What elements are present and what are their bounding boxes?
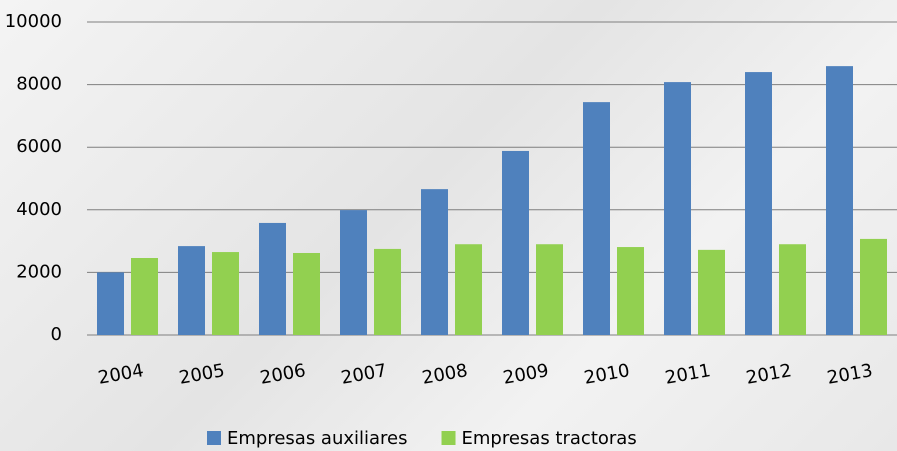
bar xyxy=(860,238,887,335)
x-tick-label: 2004 xyxy=(97,360,146,389)
bar xyxy=(745,72,772,335)
legend-swatch xyxy=(441,431,456,445)
bar xyxy=(259,222,286,335)
x-tick-label: 2011 xyxy=(664,360,713,389)
x-tick-label: 2013 xyxy=(826,360,875,389)
bar xyxy=(293,252,320,335)
bar xyxy=(779,244,806,335)
y-tick-label: 8000 xyxy=(16,74,62,95)
legend-label: Empresas tractoras xyxy=(462,428,637,449)
bar xyxy=(698,249,725,335)
bar xyxy=(536,244,563,335)
bar xyxy=(664,82,691,335)
bar xyxy=(617,247,644,335)
y-tick-label: 2000 xyxy=(16,261,62,282)
bar xyxy=(826,66,853,336)
x-tick-label: 2010 xyxy=(583,360,632,389)
x-tick-label: 2006 xyxy=(259,360,308,389)
y-tick-label: 4000 xyxy=(16,199,62,220)
x-tick-label: 2007 xyxy=(340,360,389,389)
x-tick-label: 2012 xyxy=(745,360,794,389)
legend-swatch xyxy=(207,431,221,445)
y-tick-label: 10000 xyxy=(5,11,62,32)
bar xyxy=(455,244,482,335)
legend-label: Empresas auxiliares xyxy=(227,428,408,449)
x-tick-label: 2005 xyxy=(178,360,227,389)
bar xyxy=(212,252,239,335)
bar xyxy=(340,210,367,335)
x-tick-label: 2009 xyxy=(502,360,551,389)
bar xyxy=(131,258,158,335)
x-tick-label: 2008 xyxy=(421,360,470,389)
bar xyxy=(97,272,124,335)
bar xyxy=(178,246,205,335)
bar xyxy=(374,248,401,335)
bar xyxy=(421,189,448,335)
bar xyxy=(502,150,529,335)
y-tick-label: 0 xyxy=(51,324,62,345)
y-tick-label: 6000 xyxy=(16,136,62,157)
bar xyxy=(583,102,610,336)
